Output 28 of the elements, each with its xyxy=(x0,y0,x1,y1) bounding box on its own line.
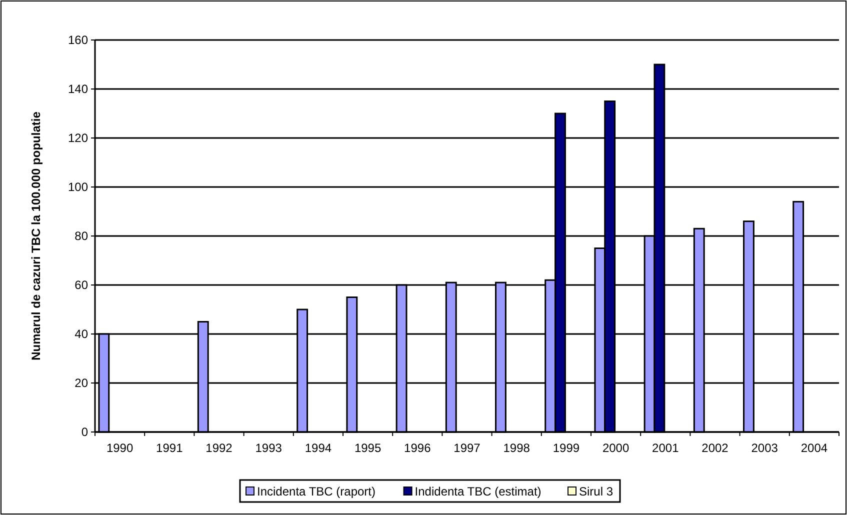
legend-label: Sirul 3 xyxy=(579,484,614,498)
x-tick-label: 1994 xyxy=(304,441,332,455)
x-tick-label: 1996 xyxy=(404,441,432,455)
y-tick-label: 20 xyxy=(74,376,88,390)
x-tick-label: 2002 xyxy=(702,441,729,455)
y-tick-label: 120 xyxy=(68,131,88,146)
x-tick-label: 2004 xyxy=(800,441,828,455)
y-tick-label: 40 xyxy=(74,327,88,342)
x-tick-label: 1993 xyxy=(255,441,282,455)
legend-label: Indidenta TBC (estimat) xyxy=(414,484,542,498)
y-tick-label: 60 xyxy=(74,278,88,292)
x-tick-label: 2001 xyxy=(652,441,680,455)
x-tick-label: 1990 xyxy=(106,441,134,455)
x-tick-label: 2003 xyxy=(751,441,778,455)
y-axis-title: Numarul de cazuri TBC la 100.000 populatie xyxy=(29,111,43,360)
x-tick-label: 1995 xyxy=(354,441,382,455)
x-tick-label: 1999 xyxy=(552,441,580,455)
y-tick-label: 160 xyxy=(68,33,88,48)
x-tick-label: 2000 xyxy=(602,441,630,455)
y-tick-label: 80 xyxy=(74,229,88,244)
x-tick-label: 1998 xyxy=(503,441,530,455)
y-tick-label: 100 xyxy=(68,180,88,194)
x-tick-label: 1991 xyxy=(156,441,184,455)
legend-label: Incidenta TBC (raport) xyxy=(257,484,376,498)
x-tick-label: 1997 xyxy=(454,441,481,455)
y-tick-label: 140 xyxy=(68,82,88,96)
y-tick-label: 0 xyxy=(81,425,88,440)
x-tick-label: 1992 xyxy=(206,441,233,455)
